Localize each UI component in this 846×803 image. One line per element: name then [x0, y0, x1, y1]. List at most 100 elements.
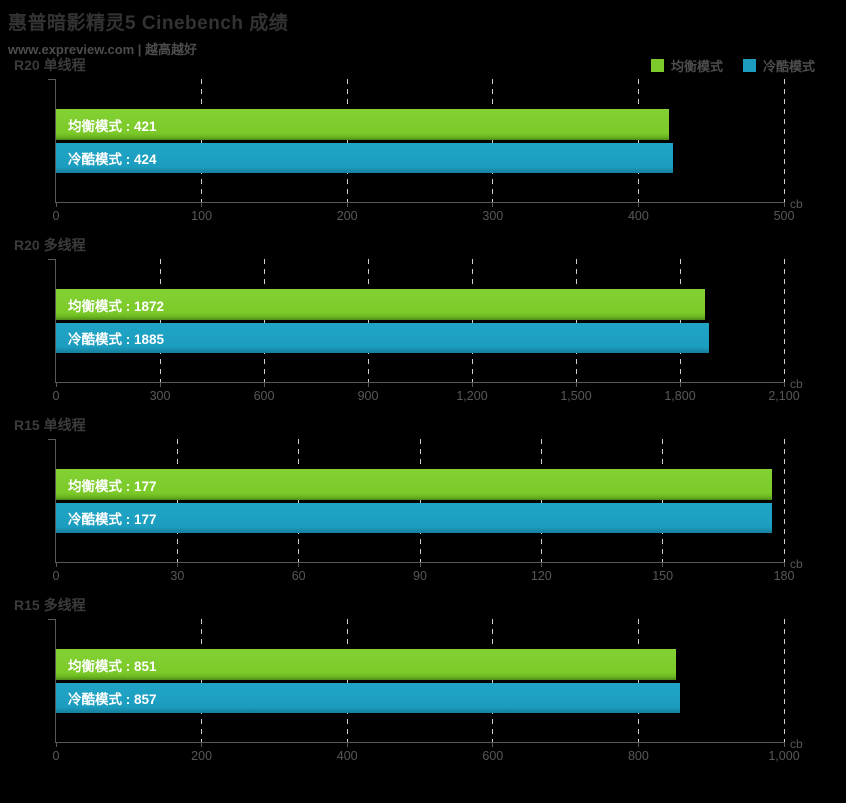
bar-cool-mode: 冷酷模式 : 177: [56, 503, 772, 533]
bar-value-label: 均衡模式 : 851: [68, 658, 157, 674]
axis-tick-label: 0: [52, 749, 60, 763]
axis-tick: [471, 382, 473, 387]
bar-value-label: 均衡模式 : 1872: [68, 298, 165, 314]
axis-tick-label: 300: [482, 209, 504, 223]
axis-tick-label: 800: [627, 749, 649, 763]
gridline: [540, 439, 542, 562]
gridline: [637, 79, 639, 202]
gridline: [637, 619, 639, 742]
charts: R20 单线程 0 100 200 300 400 500 均衡模式 : 421 冷酷模式 : …: [0, 57, 846, 777]
axis-tick: [679, 382, 681, 387]
axis-tick-label: 900: [357, 389, 379, 403]
gridline: [419, 439, 421, 562]
gridline: [367, 259, 369, 382]
bar-value-label: 冷酷模式 : 857: [68, 692, 157, 707]
gridline: [201, 619, 203, 742]
axis-tick: [367, 382, 369, 387]
y-axis-top-tick: [48, 439, 56, 440]
axis-tick-label: 150: [652, 569, 674, 583]
axis-tick-label: 2,100: [768, 389, 800, 403]
y-axis-top-tick: [48, 259, 56, 260]
y-axis-top-tick: [48, 79, 56, 80]
chart-header: 惠普暗影精灵5 Cinebench 成绩 www.expreview.com |…: [8, 8, 288, 58]
axis-tick-label: 600: [253, 389, 275, 403]
bar-value-label: 冷酷模式 : 177: [68, 512, 157, 527]
axis-tick-label: 400: [336, 749, 358, 763]
gridline: [783, 439, 785, 562]
gridline: [471, 259, 473, 382]
chart-section-title: R20 多线程: [14, 237, 86, 253]
gridline: [679, 259, 681, 382]
chart-section-title: R20 单线程: [14, 57, 86, 73]
bar-cool-mode: 冷酷模式 : 1885: [56, 323, 709, 353]
gridline: [662, 439, 664, 562]
axis-tick: [176, 562, 178, 567]
gridline: [159, 259, 161, 382]
axis-tick-label: 180: [773, 569, 795, 583]
axis-tick: [662, 562, 664, 567]
axis-tick: [419, 562, 421, 567]
axis-tick: [540, 562, 542, 567]
axis-tick-label: 60: [291, 569, 306, 583]
axis-tick: [201, 202, 203, 207]
axis-tick-label: 30: [170, 569, 185, 583]
plot-area: 0 30 60 90 120 150 180 均衡模式 : 177 冷酷模式 : 177 cb: [48, 439, 803, 583]
bar-value-label: 均衡模式 : 421: [68, 118, 157, 134]
axis-tick: [298, 562, 300, 567]
axis-tick: [55, 202, 57, 207]
legend-label-cool: 冷酷模式: [762, 59, 815, 74]
page-title: 惠普暗影精灵5 Cinebench 成绩: [8, 13, 289, 34]
bar-balanced-mode: 均衡模式 : 177: [56, 469, 772, 500]
chart-section-3: R15 多线程 0 200 400 600 800 1,000 均衡模式 : 851 冷酷模式 …: [0, 597, 846, 777]
y-axis-top-tick: [48, 619, 56, 620]
axis-tick-label: 0: [52, 389, 60, 403]
axis-tick: [637, 742, 639, 747]
axis-tick-label: 200: [191, 749, 213, 763]
bar-value-label: 冷酷模式 : 424: [68, 152, 157, 167]
axis-tick-label: 90: [413, 569, 427, 583]
bar-balanced-mode: 均衡模式 : 851: [56, 649, 676, 680]
axis-tick: [201, 742, 203, 747]
axis-tick-label: 0: [52, 569, 60, 583]
axis-tick: [55, 742, 57, 747]
axis-tick-label: 200: [336, 209, 358, 223]
balanced-mode-swatch: [650, 59, 664, 72]
axis-unit-label: cb: [790, 197, 803, 211]
gridline: [346, 619, 348, 742]
page-subtitle: www.expreview.com | 越高越好: [8, 42, 198, 57]
axis-tick: [575, 382, 577, 387]
legend: 均衡模式 冷酷模式: [650, 56, 815, 75]
axis-unit-label: cb: [790, 557, 803, 571]
chart-section-1: R20 多线程 0 300 600 900 1,200 1,500 1,800 2,100 均衡模…: [0, 237, 846, 417]
cool-mode-swatch: [742, 59, 756, 72]
axis-tick-label: 400: [627, 209, 649, 223]
chart-section-2: R15 单线程 0 30 60 90 120 150 180 均衡模式 : 177 冷酷模式 : …: [0, 417, 846, 597]
plot-area: 0 200 400 600 800 1,000 均衡模式 : 851 冷酷模式 : 857 cb: [48, 619, 803, 763]
legend-label-balanced: 均衡模式: [670, 59, 723, 74]
gridline: [783, 79, 785, 202]
bar-balanced-mode: 均衡模式 : 421: [56, 109, 669, 140]
bar-value-label: 冷酷模式 : 1885: [68, 332, 165, 347]
axis-unit-label: cb: [790, 737, 803, 751]
axis-tick-label: 1,200: [456, 389, 488, 403]
axis-tick: [346, 202, 348, 207]
chart-section-0: R20 单线程 0 100 200 300 400 500 均衡模式 : 421 冷酷模式 : …: [0, 57, 846, 237]
gridline: [176, 439, 178, 562]
axis-tick-label: 1,800: [664, 389, 696, 403]
axis-tick: [783, 742, 785, 747]
gridline: [783, 259, 785, 382]
gridline: [263, 259, 265, 382]
legend-item-cool: 冷酷模式: [742, 56, 815, 75]
axis-tick: [783, 562, 785, 567]
axis-tick: [783, 382, 785, 387]
axis-tick-label: 120: [530, 569, 552, 583]
gridline: [201, 79, 203, 202]
axis-unit-label: cb: [790, 377, 803, 391]
axis-tick: [492, 202, 494, 207]
axis-tick: [783, 202, 785, 207]
chart-section-title: R15 多线程: [14, 597, 86, 613]
axis-tick: [637, 202, 639, 207]
gridline: [298, 439, 300, 562]
axis-tick: [55, 562, 57, 567]
